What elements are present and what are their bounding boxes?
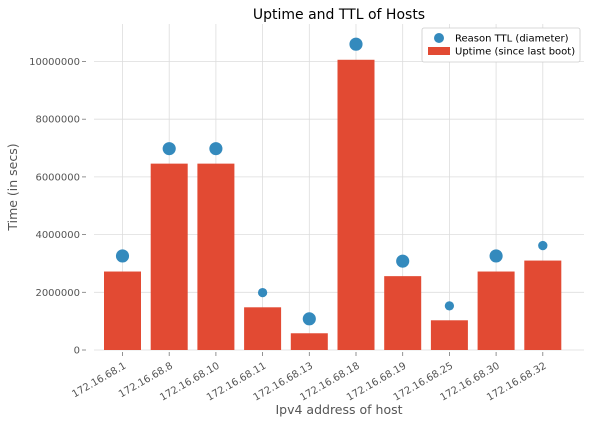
uptime-bar xyxy=(384,276,422,350)
uptime-bar xyxy=(477,271,515,350)
legend-label-ttl: Reason TTL (diameter) xyxy=(455,34,569,45)
ttl-point xyxy=(162,142,176,156)
ttl-point xyxy=(302,312,316,326)
ttl-point xyxy=(115,249,130,263)
uptime-bar xyxy=(337,59,375,351)
legend-label-uptime: Uptime (since last boot) xyxy=(455,47,575,58)
ttl-point xyxy=(349,37,363,51)
y-tick-label: 8000000 xyxy=(35,115,80,126)
ttl-point xyxy=(538,240,548,251)
ttl-point xyxy=(209,142,223,156)
ttl-point xyxy=(489,249,503,263)
legend-swatch-uptime xyxy=(428,47,450,55)
uptime-bar xyxy=(197,163,235,350)
uptime-bar xyxy=(430,320,468,350)
y-tick-label: 2000000 xyxy=(35,288,80,299)
uptime-bar xyxy=(244,307,282,350)
y-tick-label: 4000000 xyxy=(35,230,80,241)
uptime-bar xyxy=(290,333,328,350)
x-axis-title: Ipv4 address of host xyxy=(275,402,402,417)
legend: Reason TTL (diameter) Uptime (since last… xyxy=(421,27,581,63)
legend-frame xyxy=(421,27,581,63)
x-axis-ticks: 172.16.68.1172.16.68.8172.16.68.10172.16… xyxy=(70,352,549,404)
uptime-bar xyxy=(524,260,562,350)
y-axis-title: Time (in secs) xyxy=(5,143,20,231)
uptime-bar xyxy=(104,271,141,350)
y-tick-label: 10000000 xyxy=(29,57,80,68)
legend-marker-ttl xyxy=(434,33,444,43)
chart-title: Uptime and TTL of Hosts xyxy=(253,7,425,23)
ttl-point xyxy=(396,254,410,268)
y-axis-ticks: 0 2000000 4000000 6000000 8000000 10000000 xyxy=(29,57,86,357)
scatter-series xyxy=(115,37,548,326)
bar-series xyxy=(104,59,562,351)
y-tick-label: 6000000 xyxy=(35,172,80,183)
y-tick-label: 0 xyxy=(74,346,80,357)
ttl-point xyxy=(444,301,455,311)
ttl-point xyxy=(257,287,268,298)
uptime-bar xyxy=(150,163,188,350)
